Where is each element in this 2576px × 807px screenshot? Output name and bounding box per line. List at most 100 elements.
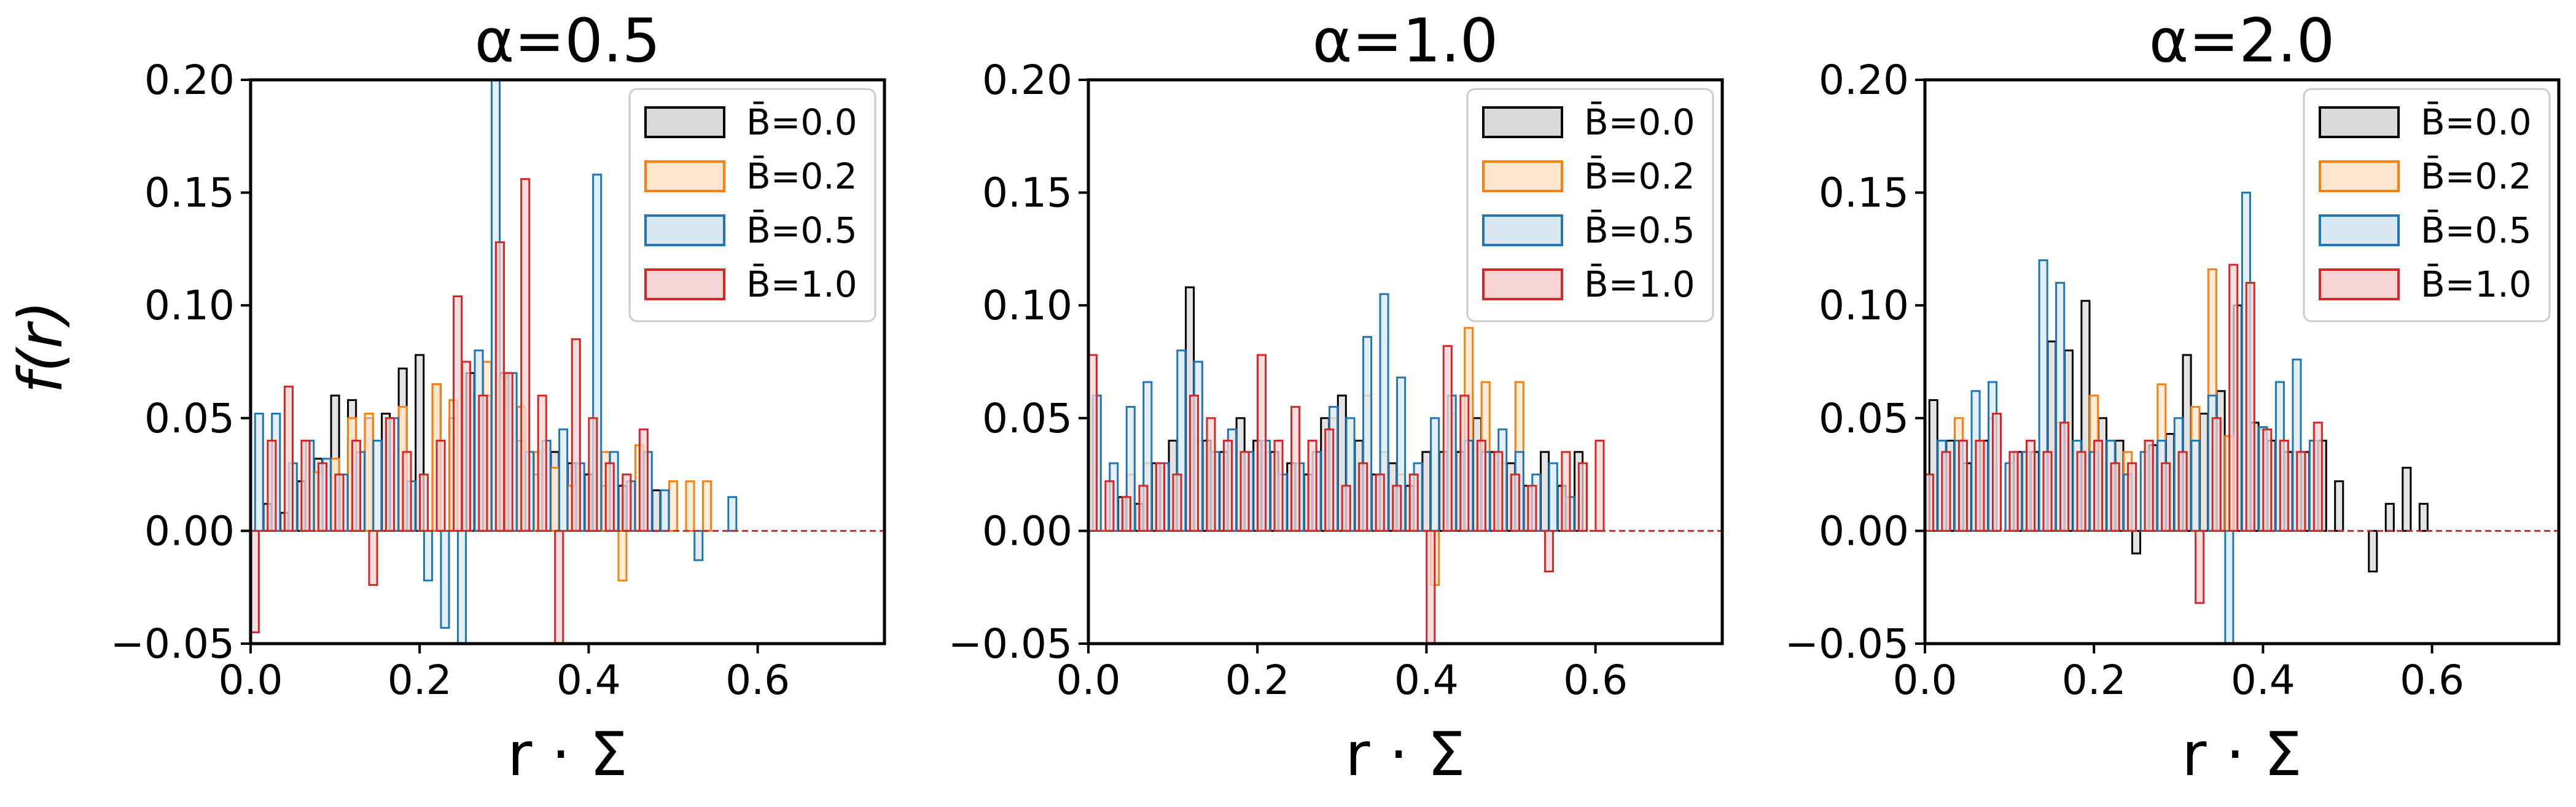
y-tick-label: 0.05 (982, 395, 1072, 442)
y-tick-label: −0.05 (948, 620, 1072, 668)
bar-b1-0 (334, 474, 345, 532)
y-tick-label: −0.05 (1785, 620, 1909, 668)
plot-area (1925, 192, 2559, 644)
bar-b1-0 (2025, 440, 2036, 532)
bar-b0-2 (550, 467, 560, 532)
y-tick-label: 0.00 (144, 507, 235, 555)
bar-b1-0 (1392, 485, 1402, 532)
bar-b1-0 (368, 529, 378, 587)
bar-b1-0 (1408, 474, 1419, 532)
bar-b1-0 (1941, 451, 1951, 532)
legend-swatch (2319, 160, 2400, 192)
bar-b1-0 (1991, 412, 2002, 532)
bar-b1-0 (2127, 462, 2137, 532)
bar-b1-0 (1493, 451, 1504, 532)
legend-swatch (2319, 214, 2400, 246)
bar-b0-2 (685, 480, 695, 532)
bar-b0-5 (1430, 417, 1440, 532)
y-tick-label: 0.20 (1819, 57, 1909, 104)
x-axis-label: r · Σ (2182, 720, 2302, 790)
legend-entry: B̄=0.5 (1584, 208, 1695, 251)
panel-1: −0.05 0.00 0.05 0.10 0.15 0.20 0.0 0.2 0.4 0.6 α=0… (111, 6, 886, 790)
bar-b1-0 (1307, 440, 1317, 532)
legend-box (1466, 88, 1714, 322)
bar-b1-0 (1257, 354, 1267, 532)
x-tick-label: 0.6 (725, 657, 790, 704)
bar-b1-0 (1155, 462, 1165, 532)
legend-entry: B̄=1.0 (1584, 262, 1695, 305)
bar-b1-0 (2313, 421, 2323, 532)
bar-b1-0 (1104, 480, 1115, 532)
x-tick-label: 0.4 (2231, 657, 2295, 704)
bar-b0-5 (423, 529, 433, 582)
bar-b1-0 (1206, 417, 1216, 532)
legend-box (2303, 88, 2551, 322)
bar-b1-0 (385, 417, 396, 532)
bar-b1-0 (435, 440, 446, 532)
bar-b1-0 (453, 295, 463, 532)
bar-b1-0 (1138, 485, 1149, 532)
bar-b0-0 (2418, 502, 2429, 532)
y-tick-label: 0.10 (1819, 282, 1909, 329)
x-tick-label: 0.4 (556, 657, 621, 704)
bar-b0-5 (372, 440, 383, 532)
bar-b0-5 (2190, 440, 2201, 532)
bar-b1-0 (638, 428, 649, 532)
bar-b0-0 (2131, 529, 2142, 555)
legend-entry: B̄=0.2 (2421, 154, 2532, 197)
legend-swatch (1482, 160, 1563, 192)
bar-b0-0 (2368, 529, 2378, 572)
bar-b1-0 (1476, 440, 1486, 532)
bar-b0-5 (254, 412, 264, 532)
bar-b1-0 (351, 440, 362, 532)
x-tick-label: 0.2 (2062, 657, 2126, 704)
bar-b1-0 (537, 394, 547, 532)
bar-b1-0 (267, 440, 277, 532)
y-tick-label: 0.05 (1819, 395, 1909, 442)
y-tick-label: 0.00 (1819, 507, 1909, 555)
bar-b1-0 (2076, 451, 2086, 532)
bar-b0-2 (702, 480, 712, 532)
bar-b1-0 (317, 462, 327, 532)
x-tick-label: 0.0 (1893, 657, 1957, 704)
bar-b1-0 (1544, 529, 1554, 572)
bar-b1-0 (419, 474, 429, 532)
panel-2: −0.05 0.00 0.05 0.10 0.15 0.20 0.0 0.2 0.4 0.6 α=1… (948, 6, 1724, 790)
bar-b1-0 (1358, 462, 1368, 532)
bar-b1-0 (622, 474, 632, 532)
legend-swatch (644, 214, 725, 246)
bar-b1-0 (1459, 394, 1470, 532)
legend-swatch (1482, 268, 1563, 300)
bar-b0-0 (1421, 451, 1432, 532)
bar-b0-2 (364, 412, 374, 532)
legend-entry: B̄=0.2 (746, 154, 857, 197)
bar-b1-0 (1957, 440, 1968, 532)
y-tick-label: 0.10 (982, 282, 1072, 329)
bar-b1-0 (402, 451, 412, 532)
bar-b1-0 (2110, 462, 2120, 532)
bar-b0-5 (660, 489, 670, 532)
x-tick-label: 0.0 (219, 657, 283, 704)
y-tick-label: 0.00 (982, 507, 1072, 555)
bar-b0-5 (558, 428, 569, 532)
bar-b0-5 (727, 496, 738, 532)
bar-b1-0 (2228, 263, 2239, 532)
bar-b0-0 (651, 489, 662, 532)
axes-frame (1087, 78, 1724, 645)
x-axis-label: r · Σ (1345, 720, 1466, 790)
bar-b1-0 (1188, 394, 1200, 532)
bar-b1-0 (1121, 496, 1131, 532)
legend-entry: B̄=0.0 (2421, 100, 2532, 143)
legend: B̄=0.0 B̄=0.2 B̄=0.5 B̄=1.0 (628, 88, 876, 322)
panel-title: α=2.0 (2149, 6, 2335, 76)
y-tick-label: 0.15 (144, 170, 235, 217)
bar-b1-0 (2008, 451, 2019, 532)
bar-b1-0 (604, 462, 615, 532)
legend-swatch (644, 106, 725, 138)
bar-b1-0 (1273, 440, 1284, 532)
bar-b0-2 (617, 529, 628, 582)
bar-b0-0 (2199, 412, 2209, 532)
panel-title: α=0.5 (475, 6, 661, 76)
y-tick-label: 0.05 (144, 395, 235, 442)
